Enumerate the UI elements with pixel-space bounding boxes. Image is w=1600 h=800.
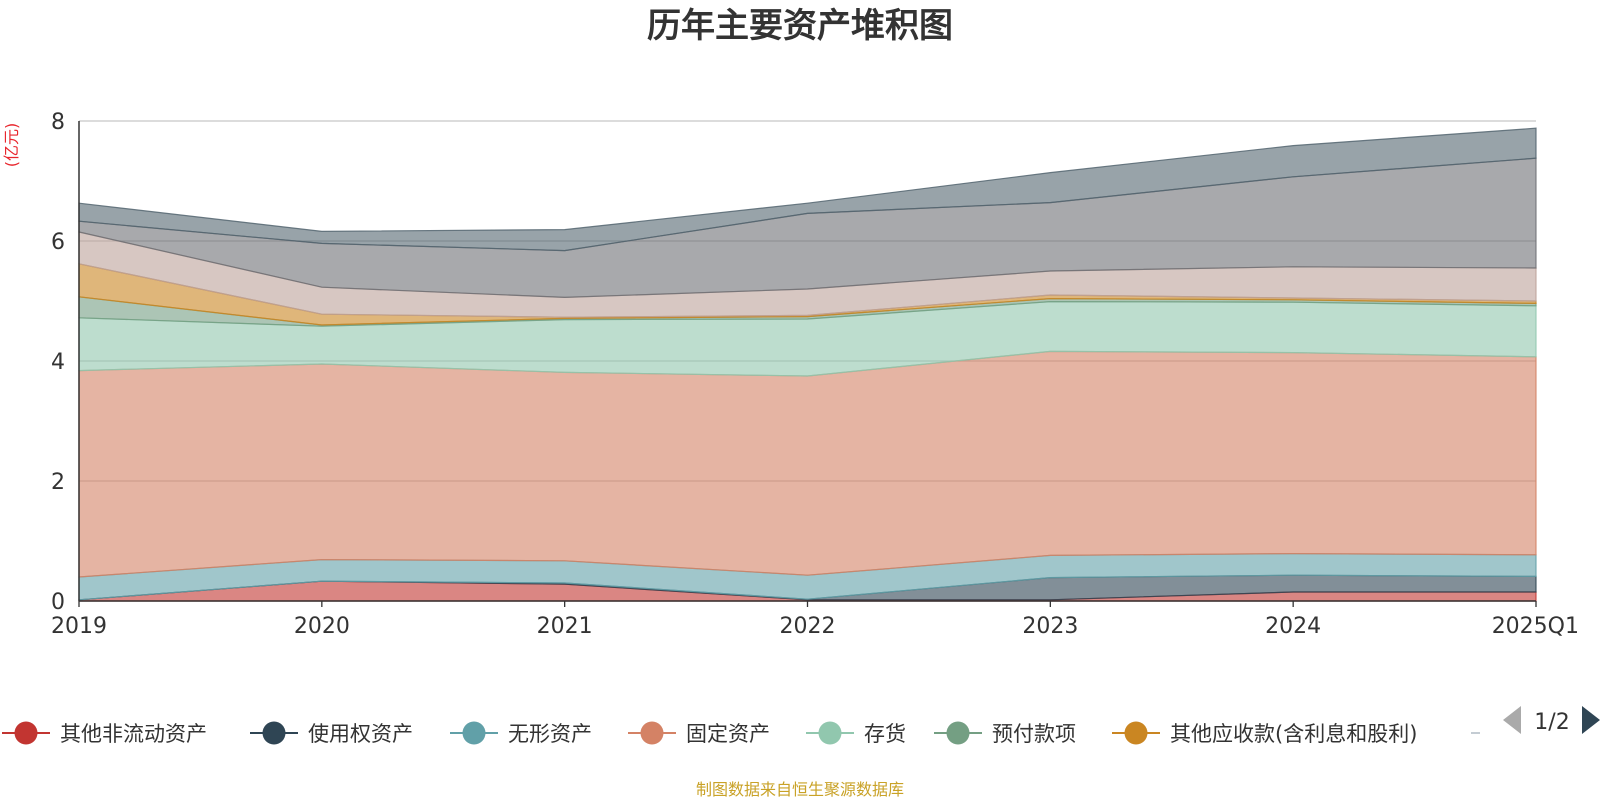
next-page-arrow-icon[interactable] [1582,706,1600,734]
legend-marker-2 [462,721,486,745]
prev-page-arrow-icon[interactable] [1503,706,1521,734]
area-series-9 [78,127,1537,252]
legend-pager[interactable]: 1/2 [1503,706,1600,735]
chart-title: 历年主要资产堆积图 [647,6,953,46]
legend-label-6: 其他应收款(含利息和股利) [1170,722,1417,746]
legend-marker-3 [640,721,664,745]
legend-label-0: 其他非流动资产 [60,722,207,746]
x-tick-label-2019: 2019 [51,614,107,639]
legend-item-6[interactable]: 其他应收款(含利息和股利) [1112,721,1417,747]
legend-marker-5 [946,721,970,745]
legend-label-4: 存货 [864,722,906,746]
y-tick-label-2: 2 [51,470,65,495]
legend-item-1[interactable]: 使用权资产 [250,721,413,747]
x-tick-label-2025Q1: 2025Q1 [1492,614,1579,639]
legend-marker-4 [818,721,842,745]
legend-marker-1 [262,721,286,745]
legend-item-2[interactable]: 无形资产 [450,721,592,747]
y-tick-label-8: 8 [51,110,65,135]
legend-item-0[interactable]: 其他非流动资产 [2,721,207,747]
legend[interactable]: 其他非流动资产 使用权资产 无形资产 固定资产 存货 预付款项 其他应收款(含利息和股利) [2,721,1480,747]
area-series-3 [78,350,1537,578]
legend-item-3[interactable]: 固定资产 [628,721,770,747]
y-tick-label-6: 6 [51,230,65,255]
legend-item-4[interactable]: 存货 [806,721,906,747]
legend-marker-0 [14,721,38,745]
axes: 0 2 4 6 8 2019 2020 2021 2022 2023 2024 2025Q1 [51,110,1579,639]
x-tick-label-2024: 2024 [1265,614,1321,639]
data-source-note: 制图数据来自恒生聚源数据库 [696,780,904,799]
y-tick-label-0: 0 [51,590,65,615]
area-series [78,127,1537,602]
legend-label-2: 无形资产 [508,722,592,746]
legend-label-5: 预付款项 [992,722,1076,746]
x-tick-label-2023: 2023 [1022,614,1078,639]
x-tick-label-2022: 2022 [780,614,836,639]
legend-page-indicator: 1/2 [1534,710,1569,735]
legend-item-5[interactable]: 预付款项 [934,721,1076,747]
legend-marker-6 [1124,721,1148,745]
y-tick-label-4: 4 [51,350,65,375]
y-axis-unit: (亿元) [2,123,21,168]
x-tick-label-2020: 2020 [294,614,350,639]
legend-label-3: 固定资产 [686,722,770,746]
x-tick-label-2021: 2021 [537,614,593,639]
legend-label-1: 使用权资产 [308,722,413,746]
